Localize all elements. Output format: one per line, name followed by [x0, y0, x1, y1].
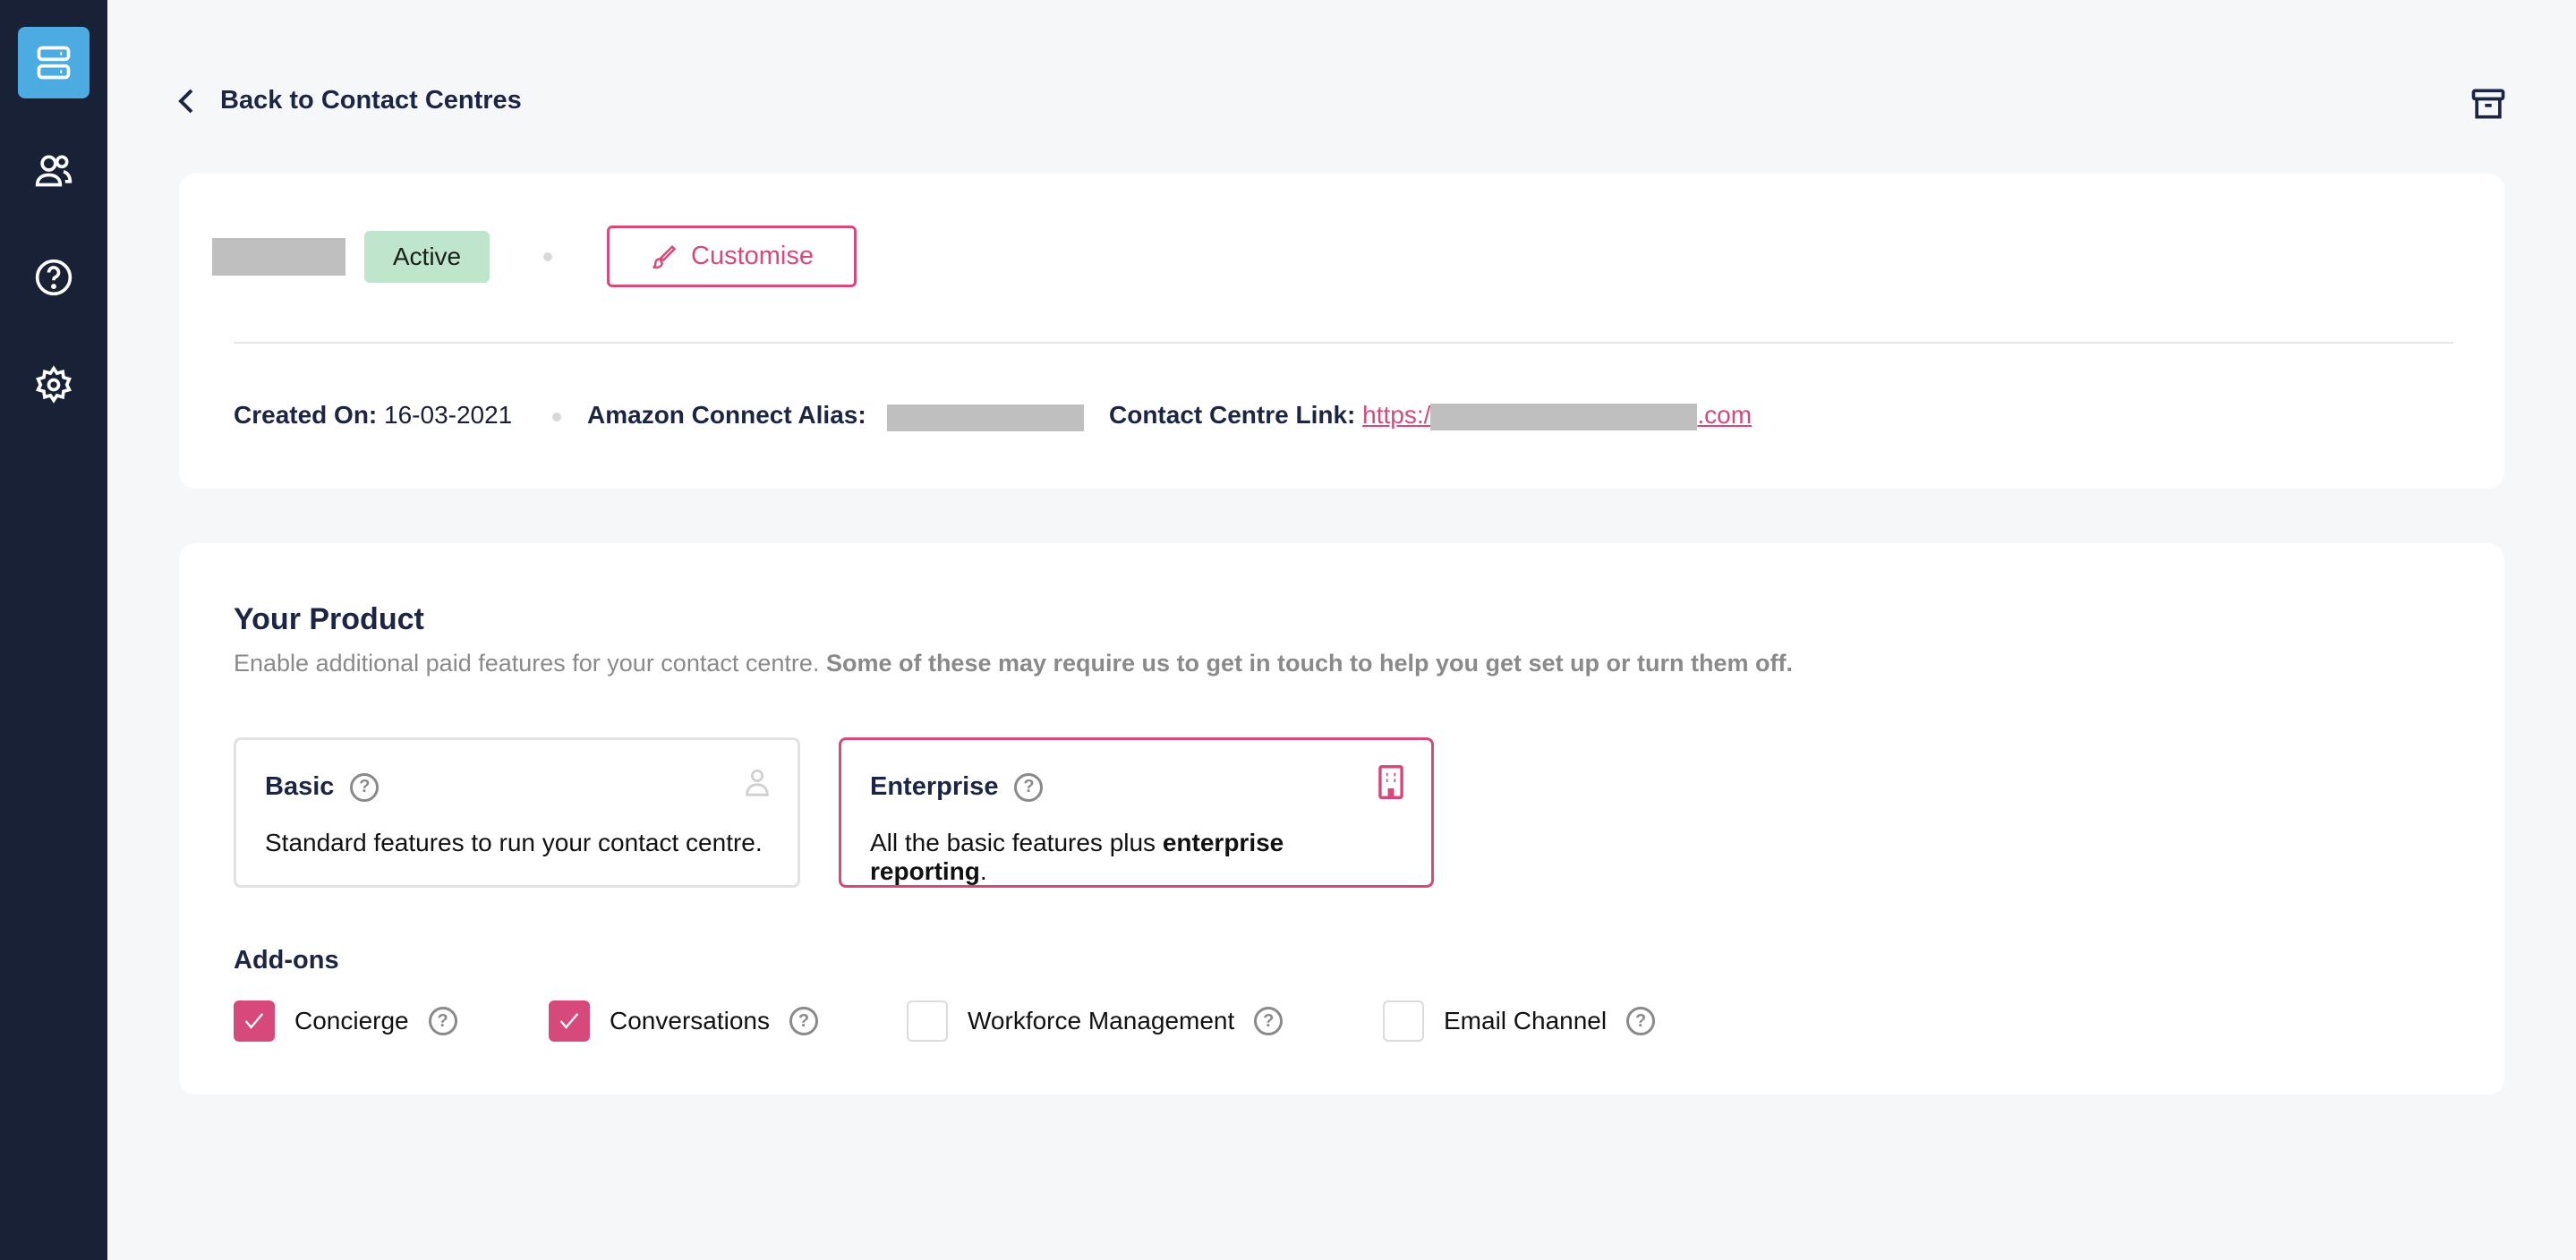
- desc-end: .: [979, 857, 987, 885]
- addons-title: Add-ons: [234, 946, 339, 975]
- sidebar-item-contact-centres[interactable]: [18, 27, 90, 98]
- help-icon[interactable]: ?: [350, 772, 380, 802]
- product-title: Your Product: [234, 602, 424, 636]
- url-prefix: https:/: [1362, 401, 1431, 429]
- help-circle-icon: [35, 259, 73, 296]
- alias-label: Amazon Connect Alias:: [587, 401, 866, 429]
- customise-label: Customise: [691, 242, 814, 270]
- sidebar-item-users[interactable]: [18, 134, 90, 206]
- contact-centre-name-redacted: [212, 238, 345, 276]
- link-label: Contact Centre Link:: [1109, 401, 1356, 429]
- plan-enterprise[interactable]: Enterprise? All the basic features plus …: [839, 737, 1434, 888]
- created-on-value: 16-03-2021: [384, 401, 513, 429]
- addon-label: Workforce Management: [968, 1007, 1235, 1034]
- help-icon[interactable]: ?: [789, 1007, 818, 1035]
- contact-centre-url[interactable]: https:/ .com: [1362, 401, 1753, 430]
- separator-dot: [552, 413, 561, 421]
- help-icon[interactable]: ?: [1254, 1007, 1284, 1035]
- brush-icon: [653, 244, 677, 268]
- customise-button[interactable]: Customise: [607, 226, 857, 287]
- plan-name: Basic: [265, 772, 335, 801]
- desc-bold: enterprise reporting: [870, 829, 1284, 885]
- gear-icon: [35, 365, 73, 404]
- back-label: Back to Contact Centres: [220, 86, 522, 115]
- addon-label: Conversations: [610, 1007, 770, 1034]
- sidebar: [0, 0, 107, 1260]
- contact-centre-summary-card: [179, 174, 2504, 489]
- plan-name: Enterprise: [870, 772, 999, 801]
- url-suffix: .com: [1697, 401, 1753, 429]
- checkbox[interactable]: [549, 1000, 590, 1042]
- sidebar-item-help[interactable]: [18, 242, 90, 313]
- sidebar-item-settings[interactable]: [18, 349, 90, 421]
- alias-value-redacted: [887, 404, 1084, 431]
- alias: Amazon Connect Alias:: [587, 401, 866, 430]
- building-icon: [1378, 765, 1403, 799]
- addon-workforce-management: Workforce Management?: [907, 1000, 1284, 1042]
- back-link[interactable]: Back to Contact Centres: [175, 86, 522, 115]
- separator-dot: [543, 252, 552, 261]
- subtitle-bold: Some of these may require us to get in t…: [825, 650, 1794, 677]
- product-subtitle: Enable additional paid features for your…: [234, 650, 1793, 677]
- user-icon: [746, 769, 769, 796]
- server-icon: [37, 46, 71, 80]
- checkbox[interactable]: [907, 1000, 948, 1042]
- help-icon[interactable]: ?: [1014, 772, 1044, 802]
- url-redacted: [1430, 403, 1698, 430]
- users-icon: [35, 155, 73, 187]
- archive-icon: [2471, 89, 2505, 119]
- checkbox[interactable]: [1383, 1000, 1424, 1042]
- plan-basic[interactable]: Basic? Standard features to run your con…: [234, 737, 800, 888]
- divider: [234, 342, 2453, 344]
- plan-description: All the basic features plus enterprise r…: [870, 829, 1403, 886]
- plan-description: Standard features to run your contact ce…: [265, 829, 763, 856]
- check-icon: [559, 1013, 579, 1029]
- checkbox[interactable]: [234, 1000, 275, 1042]
- addon-conversations: Conversations?: [549, 1000, 818, 1042]
- chevron-left-icon: [178, 89, 193, 113]
- archive-button[interactable]: [2469, 84, 2508, 128]
- help-icon[interactable]: ?: [1626, 1007, 1656, 1035]
- desc-text: All the basic features plus: [870, 829, 1156, 856]
- created-on-label: Created On:: [234, 401, 378, 429]
- addon-concierge: Concierge?: [234, 1000, 457, 1042]
- status-badge: Active: [364, 231, 490, 283]
- addon-label: Concierge: [294, 1007, 409, 1034]
- subtitle-text: Enable additional paid features for your…: [234, 650, 820, 677]
- addon-label: Email Channel: [1444, 1007, 1608, 1034]
- check-icon: [244, 1013, 264, 1029]
- created-on: Created On: 16-03-2021: [234, 401, 512, 430]
- contact-centre-link: Contact Centre Link: https:/ .com: [1109, 401, 1752, 430]
- addon-email-channel: Email Channel?: [1383, 1000, 1656, 1042]
- help-icon[interactable]: ?: [428, 1007, 457, 1035]
